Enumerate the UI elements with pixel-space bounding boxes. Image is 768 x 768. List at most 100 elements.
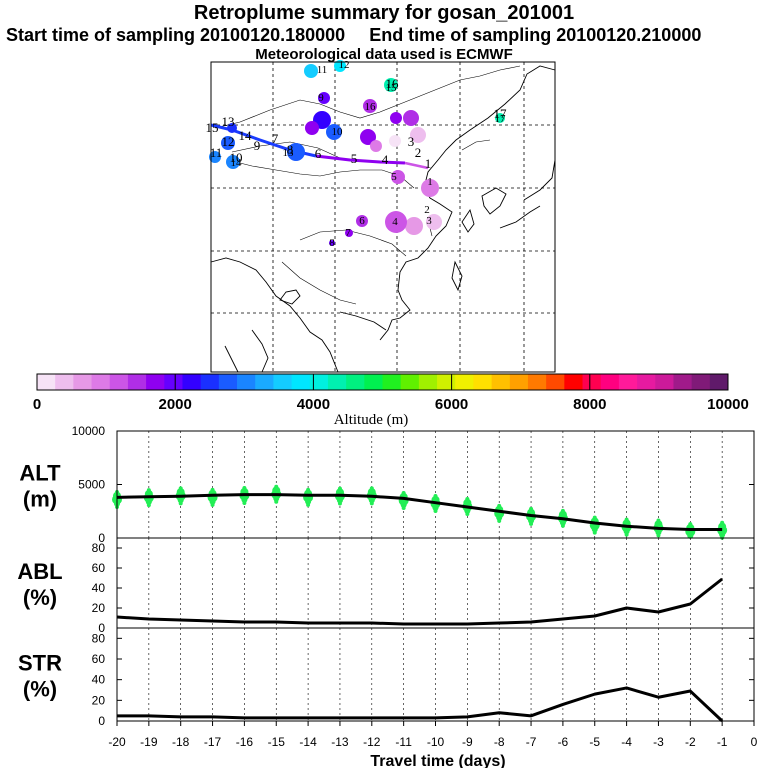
trajectory-day-label: 6 <box>315 146 322 161</box>
trajectory-day-label: 14 <box>239 128 253 143</box>
y-tick-label: 20 <box>92 601 106 615</box>
plume-cluster-label: 3 <box>426 215 432 227</box>
colorbar-swatch <box>546 374 565 390</box>
alt-sample-dot <box>592 515 597 520</box>
x-tick-label: -2 <box>685 735 696 749</box>
alt-sample-dot <box>624 532 629 537</box>
plume-cluster-dot <box>363 99 377 113</box>
y-tick-label: 5000 <box>78 478 105 492</box>
alt-sample-dot <box>274 499 279 504</box>
y-tick-label: 80 <box>92 631 106 645</box>
colorbar-swatch <box>564 374 584 390</box>
colorbar-swatch <box>346 374 365 390</box>
x-tick-label: -8 <box>494 735 505 749</box>
colorbar-swatch <box>709 374 729 390</box>
colorbar-swatch <box>218 374 238 390</box>
plume-cluster-label: 4 <box>392 216 398 228</box>
coastlines <box>210 65 556 373</box>
colorbar-swatch <box>309 374 329 390</box>
plume-cluster-dot <box>209 151 221 163</box>
colorbar-tick-label: 6000 <box>435 396 468 413</box>
trajectory-day-label: 2 <box>415 145 422 160</box>
y-tick-label: 60 <box>92 652 106 666</box>
plume-cluster-label: 17 <box>495 113 507 125</box>
colorbar-label: Altitude (m) <box>334 412 409 428</box>
x-tick-label: 0 <box>751 735 758 749</box>
series-line-str <box>117 686 724 723</box>
x-tick-label: -1 <box>717 735 728 749</box>
trajectory-day-label: 5 <box>351 151 358 166</box>
x-tick-label: -3 <box>653 735 664 749</box>
x-tick-label: -19 <box>140 735 158 749</box>
colorbar-swatch <box>673 374 693 390</box>
alt-sample-dot <box>242 486 247 491</box>
trajectory-day-label: 11 <box>210 145 223 160</box>
colorbar-swatch <box>364 374 383 390</box>
plume-cluster-dot <box>226 155 240 169</box>
y-tick-label: 0 <box>98 621 105 635</box>
alt-sample-dot <box>624 517 629 522</box>
plume-cluster-label: 1 <box>427 176 433 188</box>
series-line-alt <box>116 493 723 531</box>
alt-sample-dot <box>592 530 597 535</box>
y-tick-label: 40 <box>92 673 106 687</box>
y-tick-label: 0 <box>98 531 105 545</box>
colorbar-swatch <box>655 374 674 390</box>
timeseries-panels: 0500010000ALT(m)020406080ABL(%)020406080… <box>17 424 757 749</box>
trajectory-day-label: 9 <box>254 138 261 153</box>
colorbar-tick-label: 10000 <box>707 396 749 413</box>
colorbar-swatch <box>527 374 547 390</box>
alt-sample-dot <box>178 501 183 506</box>
plume-cluster-label: 10 <box>332 126 344 138</box>
plume-cluster-dot <box>287 143 305 161</box>
x-tick-label: -4 <box>621 735 632 749</box>
alt-sample-dot <box>433 494 438 499</box>
colorbar-tick-label: 0 <box>33 396 41 413</box>
x-tick-label: -13 <box>331 735 349 749</box>
alt-sample-dot <box>369 501 374 506</box>
map-frame-outline <box>210 61 556 373</box>
panel-unit: (%) <box>23 585 57 610</box>
alt-sample-dot <box>656 518 661 523</box>
alt-sample-dot <box>463 498 472 507</box>
x-tick-label: -6 <box>558 735 569 749</box>
alt-sample-dot <box>688 522 693 527</box>
plume-cluster-label: 6 <box>359 215 365 227</box>
sampling-times: Start time of sampling 20100120.180000 En… <box>6 25 766 46</box>
colorbar-swatch <box>637 374 656 390</box>
colorbar-swatch <box>691 374 711 390</box>
alt-sample-dot <box>401 506 406 511</box>
plume-cluster-dot <box>389 135 401 147</box>
colorbar-swatch <box>582 374 602 390</box>
x-tick-label: -18 <box>172 735 190 749</box>
panel-unit: (%) <box>23 677 57 702</box>
panel-alt: 0 5000 10000 ALT(m) <box>19 424 755 545</box>
plume-cluster-dot <box>356 215 368 227</box>
start-time-label: Start time of sampling 20100120.180000 <box>6 25 346 45</box>
trajectory-day-label: 1 <box>425 156 432 171</box>
alt-sample-dot <box>369 486 374 491</box>
met-data-label: Meteorological data used is ECMWF <box>255 46 513 63</box>
colorbar-swatch <box>473 374 493 390</box>
plume-cluster-dot <box>370 140 382 152</box>
trajectory-day-label: 3 <box>408 134 415 149</box>
colorbar-swatch <box>182 374 202 390</box>
trajectory-day-label: 4 <box>382 152 389 167</box>
plume-cluster-dot <box>390 112 402 124</box>
trajectory-day-label: 13 <box>222 114 235 129</box>
x-tick-label: -16 <box>236 735 254 749</box>
trajectory-day-label: 15 <box>206 120 219 135</box>
altitude-colorbar: 0 2000 4000 6000 8000 10000 <box>33 373 749 413</box>
plume-cluster-dot <box>495 113 505 123</box>
x-tick-label: -5 <box>589 735 600 749</box>
alt-sample-dot <box>178 486 183 491</box>
plume-cluster-dot <box>221 136 235 150</box>
colorbar-swatch <box>491 374 511 390</box>
alt-sample-dot <box>176 488 185 497</box>
x-tick-label: -20 <box>108 735 126 749</box>
plume-cluster-dot <box>391 170 405 184</box>
plume-cluster-label: 11 <box>317 64 328 76</box>
alt-sample-dot <box>337 486 342 491</box>
alt-sample-dot <box>465 497 470 502</box>
